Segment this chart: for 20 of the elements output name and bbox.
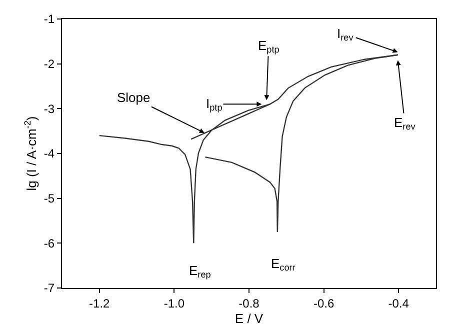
annotation: I$_{ptp}$	[206, 96, 222, 113]
annotation: E$_{rev}$	[394, 115, 416, 132]
annotation: Slope	[117, 90, 150, 105]
annotation: E$_{ptp}$	[258, 38, 280, 55]
annotation: E$_{corr}$	[271, 256, 296, 273]
y-tick-label: -7	[44, 281, 55, 296]
y-tick-label: -1	[44, 12, 55, 26]
y-tick-label: -4	[44, 146, 55, 161]
y-tick-label: -2	[44, 57, 55, 72]
x-tick-label: -1.0	[164, 296, 185, 310]
annotation: I$_{rev}$	[337, 26, 354, 43]
x-tick-label: -0.8	[238, 296, 260, 310]
x-axis-title: E / V	[234, 311, 264, 326]
x-tick-label: -1.2	[89, 296, 110, 310]
x-tick-label: -0.6	[313, 296, 334, 310]
y-tick-label: -6	[44, 236, 55, 250]
x-tick-label: -0.4	[388, 296, 410, 310]
y-tick-label: -5	[44, 192, 55, 206]
y-tick-label: -3	[44, 102, 55, 116]
annotation: E$_{rep}$	[189, 263, 211, 280]
